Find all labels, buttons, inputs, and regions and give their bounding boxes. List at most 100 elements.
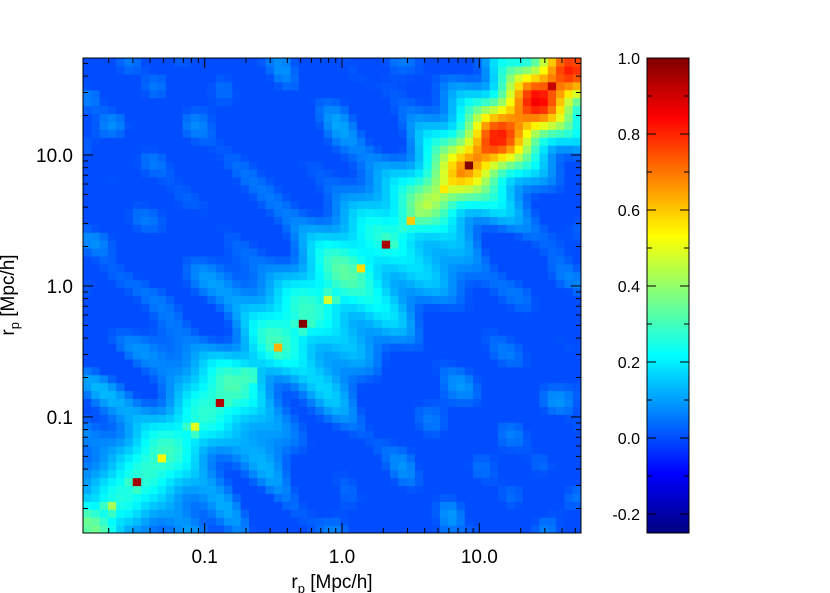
heatmap-cell xyxy=(539,176,549,186)
heatmap-cell xyxy=(290,176,300,186)
heatmap-cell xyxy=(431,248,441,257)
heatmap-cell xyxy=(464,73,474,83)
heatmap-cell xyxy=(124,287,134,297)
heatmap-cell xyxy=(199,485,209,495)
heatmap-cell xyxy=(522,350,532,360)
heatmap-cell xyxy=(431,208,441,217)
heatmap-cell xyxy=(556,279,565,289)
heatmap-cell xyxy=(348,224,358,233)
heatmap-cell xyxy=(572,501,581,510)
heatmap-cell xyxy=(489,89,499,99)
heatmap-cell xyxy=(572,335,581,344)
heatmap-cell xyxy=(83,248,92,257)
heatmap-cell xyxy=(182,216,192,225)
heatmap-cell xyxy=(307,327,316,336)
heatmap-cell xyxy=(91,525,101,533)
heatmap-cell xyxy=(556,374,565,384)
heatmap-cell xyxy=(390,248,399,257)
heatmap-cell xyxy=(215,343,225,352)
heatmap-cell xyxy=(307,240,316,249)
heatmap-cell xyxy=(448,176,458,186)
heatmap-cell xyxy=(448,319,458,328)
heatmap-cell xyxy=(514,398,524,407)
heatmap-cell xyxy=(149,255,159,265)
heatmap-cell xyxy=(390,422,399,431)
heatmap-cell xyxy=(431,200,441,210)
heatmap-cell xyxy=(356,350,366,360)
heatmap-cell xyxy=(116,168,126,178)
heatmap-cell xyxy=(323,279,333,289)
heatmap-cell xyxy=(116,453,126,463)
heatmap-cell xyxy=(207,160,217,170)
heatmap-cell xyxy=(356,97,366,107)
heatmap-cell xyxy=(356,390,366,400)
heatmap-cell xyxy=(232,121,242,130)
heatmap-cell xyxy=(315,366,325,376)
heatmap-cell xyxy=(431,390,441,400)
heatmap-cell xyxy=(265,422,275,431)
heatmap-cell xyxy=(232,232,242,241)
heatmap-cell xyxy=(522,192,532,202)
heatmap-cell xyxy=(373,517,383,526)
heatmap-cell xyxy=(398,153,408,162)
heatmap-cell xyxy=(439,406,449,415)
heatmap-cell xyxy=(423,469,433,479)
heatmap-cell xyxy=(265,311,275,320)
heatmap-cell xyxy=(215,509,225,518)
heatmap-cell xyxy=(249,287,258,297)
heatmap-cell xyxy=(107,525,117,533)
heatmap-cell xyxy=(315,160,325,170)
heatmap-cell xyxy=(473,255,482,265)
heatmap-cell xyxy=(290,287,300,297)
heatmap-cell xyxy=(232,438,242,447)
heatmap-cell xyxy=(506,398,516,407)
heatmap-cell xyxy=(340,200,350,210)
heatmap-cell xyxy=(298,105,308,115)
heatmap-cell xyxy=(199,248,209,257)
heatmap-cell xyxy=(265,271,275,281)
heatmap-cell xyxy=(439,319,449,328)
heatmap-cell xyxy=(157,224,167,233)
heatmap-cell xyxy=(99,287,109,297)
heatmap-cell xyxy=(473,200,482,210)
heatmap-cell xyxy=(514,525,524,533)
heatmap-cell xyxy=(265,255,275,265)
heatmap-cell xyxy=(132,493,142,502)
heatmap-cell xyxy=(132,311,142,320)
heatmap-cell xyxy=(489,493,499,502)
heatmap-cell xyxy=(406,145,416,154)
heatmap-cell xyxy=(431,477,441,487)
heatmap-cell xyxy=(149,477,159,487)
heatmap-cell xyxy=(340,81,350,91)
heatmap-cell xyxy=(489,398,499,407)
heatmap-cell xyxy=(99,469,109,479)
heatmap-cell xyxy=(381,58,391,67)
heatmap-cell xyxy=(107,129,117,138)
heatmap-cell xyxy=(240,430,250,439)
heatmap-cell xyxy=(340,493,350,502)
heatmap-cell xyxy=(282,208,292,217)
heatmap-cell xyxy=(498,311,507,320)
heatmap-cell xyxy=(423,240,433,249)
heatmap-cell xyxy=(116,145,126,154)
heatmap-cell xyxy=(207,73,217,83)
heatmap-cell xyxy=(265,145,275,154)
heatmap-cell xyxy=(124,279,134,289)
heatmap-cell xyxy=(332,493,341,502)
heatmap-cell xyxy=(506,184,516,194)
heatmap-cell xyxy=(224,319,233,328)
heatmap-cell xyxy=(498,97,507,107)
heatmap-cell xyxy=(373,390,383,400)
heatmap-cell xyxy=(489,81,499,91)
heatmap-cell xyxy=(149,445,159,455)
heatmap-cell xyxy=(265,327,275,336)
heatmap-cell xyxy=(290,461,300,471)
heatmap-cell xyxy=(439,184,449,194)
heatmap-cell xyxy=(498,153,507,162)
heatmap-cell xyxy=(224,58,233,67)
heatmap-cell xyxy=(556,145,565,154)
heatmap-cell xyxy=(406,327,416,336)
heatmap-cell xyxy=(116,248,126,257)
heatmap-cell xyxy=(398,430,408,439)
heatmap-cell xyxy=(390,73,399,83)
